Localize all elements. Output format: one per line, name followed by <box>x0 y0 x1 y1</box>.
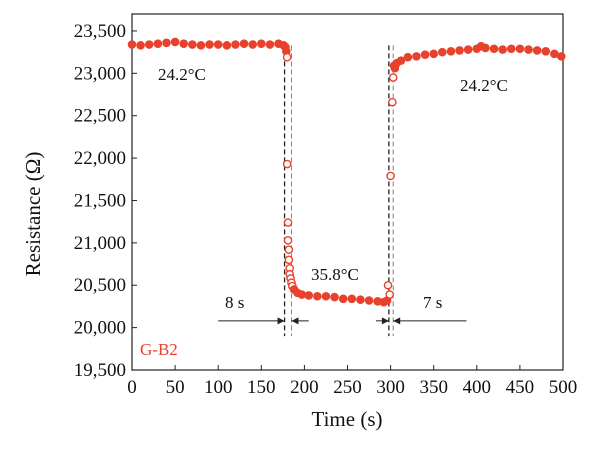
x-tick-label: 150 <box>247 377 276 398</box>
data-point <box>541 46 551 56</box>
data-point <box>239 39 249 48</box>
x-tick-label: 300 <box>376 377 405 398</box>
data-point <box>347 294 357 304</box>
data-point <box>385 290 395 299</box>
x-tick-label: 500 <box>549 377 578 398</box>
data-point <box>463 45 473 54</box>
recovery-time-label: 7 s <box>423 293 442 312</box>
data-point <box>313 291 322 301</box>
y-tick-label: 20,500 <box>74 275 126 296</box>
y-axis-ticks: 19,500 20,000 20,500 21,000 21,500 22,000 22,5… <box>74 21 137 381</box>
data-point <box>170 37 180 47</box>
data-point <box>153 39 163 48</box>
y-tick-label: 19,500 <box>74 360 126 381</box>
temp-label-left: 24.2°C <box>158 65 206 84</box>
data-point <box>524 45 533 54</box>
data-point <box>297 290 307 299</box>
data-point <box>420 50 430 59</box>
time-arrows <box>218 317 467 325</box>
y-tick-label: 23,500 <box>74 21 126 42</box>
x-axis-title: Time (s) <box>312 407 383 431</box>
y-tick-label: 23,000 <box>74 63 126 84</box>
arrow-head <box>277 317 285 325</box>
data-point <box>383 280 393 290</box>
data-point <box>213 40 223 49</box>
data-point <box>388 97 397 107</box>
data-point <box>556 52 566 61</box>
data-point <box>321 291 331 301</box>
x-tick-label: 400 <box>463 377 492 398</box>
arrow-head <box>393 317 401 325</box>
data-point <box>144 40 154 49</box>
data-point <box>388 73 398 82</box>
data-point <box>265 40 275 49</box>
data-point <box>205 40 214 49</box>
x-tick-label: 100 <box>204 377 233 398</box>
temp-label-right: 24.2°C <box>460 76 508 95</box>
x-tick-label: 0 <box>127 377 137 398</box>
data-point <box>248 40 257 49</box>
data-point <box>338 294 348 304</box>
data-point <box>304 291 314 300</box>
x-axis-ticks: 0 50 100 150 200 250 300 350 400 450 500 <box>127 365 577 398</box>
data-point <box>356 295 365 304</box>
data-points <box>127 37 566 307</box>
data-point <box>396 56 406 65</box>
data-point <box>188 40 197 49</box>
y-tick-label: 21,000 <box>74 233 126 254</box>
data-point <box>446 46 456 56</box>
data-point <box>498 45 507 54</box>
data-point <box>386 171 395 181</box>
data-point <box>283 218 293 227</box>
y-tick-label: 21,500 <box>74 190 126 211</box>
data-point <box>429 49 439 59</box>
y-tick-label: 22,000 <box>74 148 126 169</box>
data-point <box>330 292 339 302</box>
data-point <box>231 40 240 49</box>
sample-label: G-B2 <box>140 340 178 359</box>
data-point <box>412 52 421 61</box>
data-point <box>222 41 232 50</box>
data-point <box>127 40 137 49</box>
data-point <box>284 255 294 265</box>
y-tick-label: 20,000 <box>74 318 126 339</box>
data-point <box>283 236 293 245</box>
data-point <box>282 52 292 62</box>
data-point <box>438 47 447 57</box>
x-tick-label: 50 <box>166 377 185 398</box>
x-tick-label: 250 <box>333 377 362 398</box>
data-point <box>282 159 292 169</box>
data-point <box>196 41 206 50</box>
data-point <box>550 49 559 59</box>
data-point <box>256 39 266 48</box>
x-tick-label: 200 <box>290 377 319 398</box>
y-axis-title: Resistance (Ω) <box>21 152 45 277</box>
arrow-head <box>381 317 389 325</box>
data-point <box>284 245 294 254</box>
response-time-label: 8 s <box>225 293 244 312</box>
data-point <box>481 43 490 53</box>
data-point <box>506 44 516 54</box>
x-tick-label: 350 <box>419 377 448 398</box>
data-point <box>364 296 374 305</box>
x-tick-label: 450 <box>506 377 535 398</box>
data-point <box>162 38 171 48</box>
temp-label-middle: 35.8°C <box>311 265 359 284</box>
y-tick-label: 22,500 <box>74 106 126 127</box>
data-point <box>489 44 499 54</box>
data-point <box>532 46 542 55</box>
data-point <box>515 44 525 54</box>
arrow-head <box>291 317 299 325</box>
data-point <box>455 46 464 55</box>
data-point <box>179 39 189 48</box>
data-point <box>136 41 145 50</box>
data-point <box>403 52 413 62</box>
